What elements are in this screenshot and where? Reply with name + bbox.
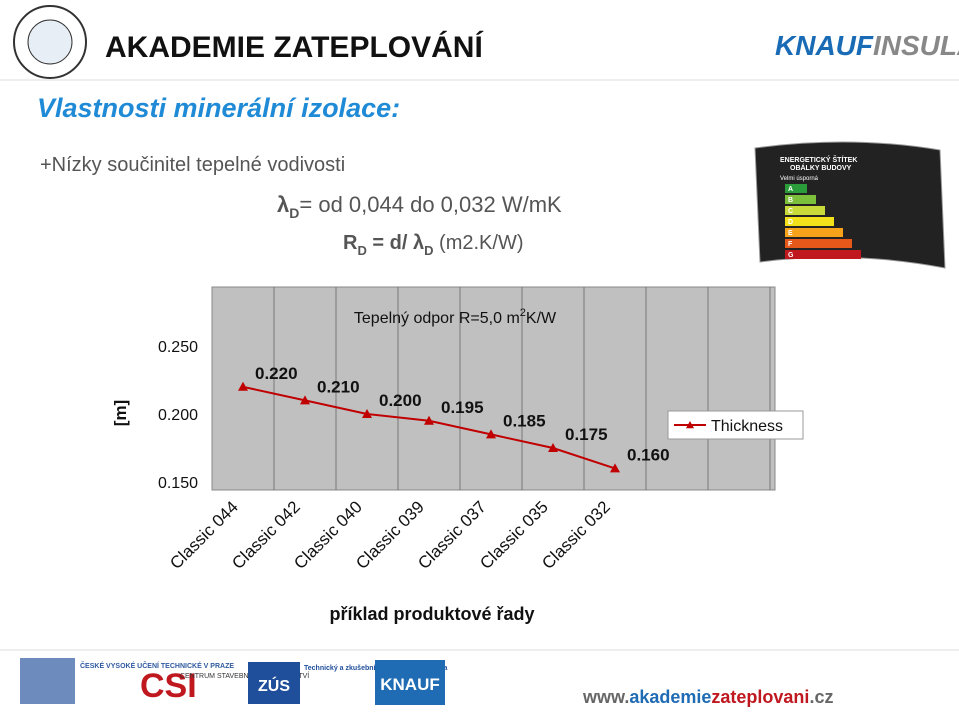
heading: Vlastnosti minerální izolace: <box>37 93 400 123</box>
footer-url: www.akademiezateplovani.cz <box>582 687 833 707</box>
f2-b: = d/ λ <box>367 232 424 254</box>
csi-logo: CSI <box>140 667 197 705</box>
y-axis-title: [m] <box>111 400 130 426</box>
academy-seal-inner <box>27 19 73 65</box>
knauf-logo: KNAUF <box>380 675 440 694</box>
f2-sub: D <box>357 243 366 258</box>
marker <box>424 415 434 425</box>
cvut-text: ČESKÉ VYSOKÉ UČENÍ TECHNICKÉ V PRAZE <box>80 661 234 670</box>
class-bar <box>785 250 861 259</box>
f2-sub2: D <box>424 243 433 258</box>
data-label: 0.160 <box>627 445 670 464</box>
knauf-box <box>375 660 445 705</box>
legend-marker <box>686 421 694 429</box>
marker <box>238 381 248 391</box>
data-label: 0.200 <box>379 391 422 410</box>
class-bar <box>785 206 825 215</box>
bullet: +Nízky součinitel tepelné vodivosti <box>40 154 345 176</box>
legend-label: Thickness <box>711 418 783 435</box>
f1-sub: D <box>289 205 299 221</box>
class-letter: D <box>788 219 793 226</box>
brand: AKADEMIE ZATEPLOVÁNÍ <box>105 30 483 64</box>
class-bar <box>785 184 807 193</box>
url-d: .cz <box>809 687 833 707</box>
partner-logo: KNAUFINSULATION <box>775 30 959 61</box>
label-title: ENERGETICKÝ ŠTÍTEK <box>780 155 857 164</box>
data-label: 0.210 <box>317 377 360 396</box>
class-letter: C <box>788 208 793 215</box>
marker <box>548 443 558 452</box>
zus-box <box>248 662 300 704</box>
f1-b: = od 0,044 do 0,032 W/mK <box>299 192 562 217</box>
marker <box>486 429 496 439</box>
url-c: zateplovani <box>711 687 809 707</box>
class-letter: B <box>788 197 793 204</box>
data-label: 0.195 <box>441 398 484 417</box>
label-top: Velmi úsporná <box>780 176 819 182</box>
class-bar <box>785 228 843 237</box>
x-axis-title: příklad produktové řady <box>329 604 534 624</box>
class-letter: E <box>788 230 793 237</box>
data-label: 0.175 <box>565 425 608 444</box>
chart-title: Tepelný odpor R=5,0 m2K/W <box>354 307 557 327</box>
csi-text: CENTRUM STAVEBNÍHO INŽENÝRSTVÍ <box>180 671 309 680</box>
f1-a: λ <box>277 192 289 217</box>
marker <box>300 395 310 405</box>
formula-1: λD= od 0,044 do 0,032 W/mK <box>277 192 562 221</box>
energy-label: ENERGETICKÝ ŠTÍTEK OBÁLKY BUDOVY Velmi ú… <box>754 141 946 269</box>
class-letter: G <box>788 252 794 259</box>
y-tick-label: 0.250 <box>158 339 198 356</box>
class-bar <box>785 239 852 248</box>
label-title2: OBÁLKY BUDOVY <box>790 163 852 172</box>
data-label: 0.185 <box>503 411 546 430</box>
title-sup: 2 <box>520 307 526 319</box>
f2-a: R <box>343 232 358 254</box>
formula-2: RD = d/ λD (m2.K/W) <box>343 232 523 258</box>
partner-b: INSULATION <box>873 30 959 61</box>
y-tick-label: 0.200 <box>158 407 198 424</box>
url-b: akademie <box>629 687 711 707</box>
zus-logo: ZÚS <box>258 676 290 695</box>
y-tick-label: 0.150 <box>158 475 198 492</box>
class-letter: A <box>788 186 793 193</box>
title-b: K/W <box>526 310 557 327</box>
class-bar <box>785 195 816 204</box>
cvut-emblem <box>20 658 75 704</box>
class-bar <box>785 217 834 226</box>
partner-a: KNAUF <box>775 30 874 61</box>
class-letter: F <box>788 241 793 248</box>
marker <box>610 463 620 473</box>
url-a: www. <box>582 687 629 707</box>
f2-c: (m2.K/W) <box>433 232 523 254</box>
data-label: 0.220 <box>255 364 298 383</box>
plot-area <box>211 286 776 491</box>
marker <box>362 409 372 418</box>
title-a: Tepelný odpor R=5,0 m <box>354 310 520 327</box>
